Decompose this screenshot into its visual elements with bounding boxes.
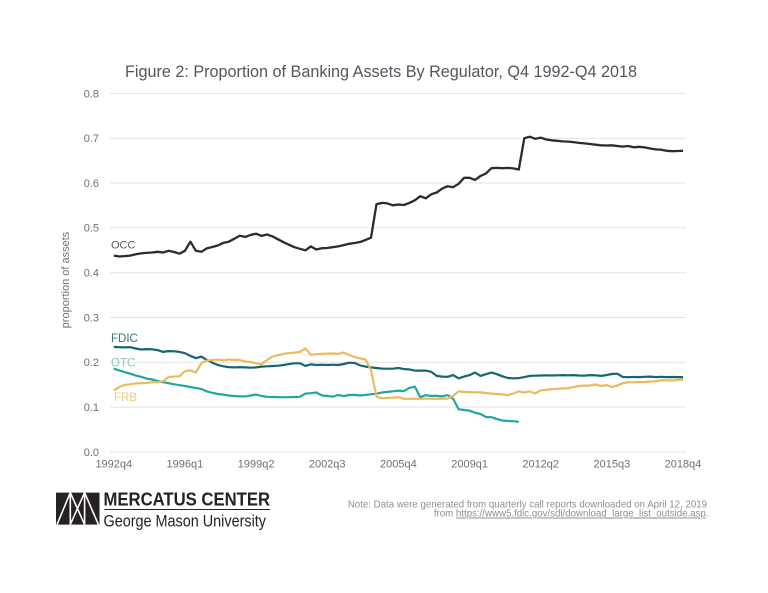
svg-text:2005q4: 2005q4 [380,459,417,471]
svg-text:FDIC: FDIC [111,333,138,345]
svg-text:1996q1: 1996q1 [167,459,204,471]
svg-text:OTC: OTC [111,358,135,370]
svg-text:1999q2: 1999q2 [238,459,275,471]
svg-text:0.8: 0.8 [84,88,99,100]
svg-text:Note: Data were generated from: Note: Data were generated from quarterly… [348,500,707,511]
svg-text:0.2: 0.2 [84,357,99,369]
svg-text:2018q4: 2018q4 [665,459,702,471]
svg-text:OCC: OCC [111,240,136,252]
svg-text:2015q3: 2015q3 [594,459,631,471]
svg-text:0.3: 0.3 [84,312,99,324]
svg-text:George Mason University: George Mason University [104,513,267,531]
svg-text:0.5: 0.5 [84,223,99,235]
svg-text:0.1: 0.1 [84,402,99,414]
svg-text:1992q4: 1992q4 [95,459,132,471]
svg-text:2012q2: 2012q2 [522,459,559,471]
svg-text:FRB: FRB [114,392,137,404]
svg-text:0.7: 0.7 [84,133,99,145]
svg-text:from https://www5.fdic.gov/sdi: from https://www5.fdic.gov/sdi/download_… [434,509,709,520]
svg-text:0.0: 0.0 [84,447,99,459]
svg-text:Figure 2: Proportion of Bankin: Figure 2: Proportion of Banking Assets B… [125,63,637,81]
svg-text:0.6: 0.6 [84,178,99,190]
svg-text:proportion of assets: proportion of assets [60,231,72,328]
svg-text:2009q1: 2009q1 [451,459,488,471]
svg-text:2002q3: 2002q3 [309,459,346,471]
svg-text:MERCATUS CENTER: MERCATUS CENTER [104,490,271,510]
svg-text:0.4: 0.4 [84,268,99,280]
